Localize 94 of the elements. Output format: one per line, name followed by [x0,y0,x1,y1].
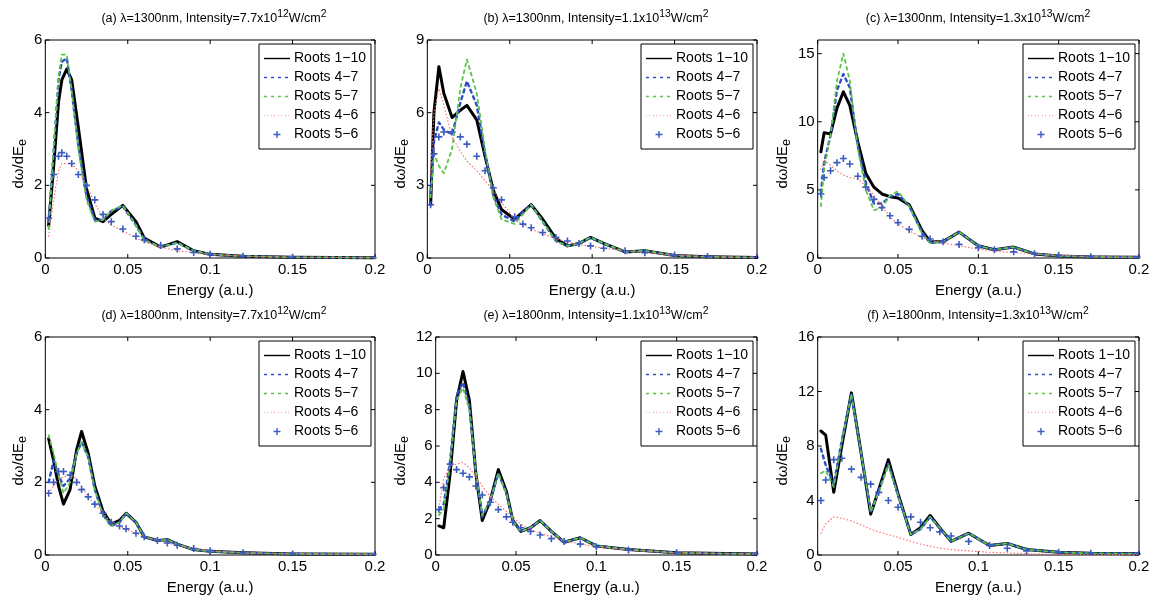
x-tick-label: 0.15 [277,557,308,575]
x-tick-label: 0.1 [585,557,607,575]
legend-label: Roots 1−10 [676,346,749,363]
legend-label: Roots 5−6 [1058,125,1123,142]
legend-label: Roots 5−7 [1058,87,1123,104]
x-tick-label: 0.05 [883,557,913,575]
legend-label: Roots 4−7 [676,68,741,85]
chart-title: (d) λ=1800nm, Intensity=7.7x10$^{12}$W/cm$^{2}$ [100,305,327,325]
x-tick-label: 0.2 [364,557,386,575]
x-tick-label: 0.05 [113,260,143,278]
x-tick-label: 0.1 [967,557,989,575]
y-tick-label: 8 [806,436,815,454]
x-axis-title: Energy (a.u.) [934,578,1022,596]
x-tick-label: 0.1 [581,260,603,278]
x-axis-title: Energy (a.u.) [548,281,636,299]
x-tick-label: 0.2 [746,260,768,278]
legend-label: Roots 4−6 [676,106,741,123]
x-tick-label: 0.1 [199,557,221,575]
legend-label: Roots 5−7 [294,87,359,104]
y-tick-label: 6 [416,102,425,120]
y-tick-label: 0 [806,248,815,266]
x-tick-label: 0.05 [113,557,143,575]
y-tick-label: 6 [34,30,43,48]
legend-label: Roots 4−7 [294,365,359,382]
y-tick-label: 12 [798,381,815,399]
y-tick-label: 10 [798,111,815,129]
y-tick-label: 12 [416,327,433,345]
x-tick-label: 0.05 [501,557,531,575]
y-tick-label: 2 [34,472,43,490]
legend-label: Roots 5−6 [676,422,741,439]
y-tick-label: 6 [424,436,433,454]
y-tick-label: 2 [34,175,43,193]
x-tick-label: 0.15 [662,557,692,575]
x-tick-label: 0.2 [746,557,768,575]
legend-label: Roots 4−7 [294,68,359,85]
legend-label: Roots 5−6 [676,125,741,142]
x-axis-title: Energy (a.u.) [552,578,640,596]
x-tick-label: 0.15 [1044,557,1074,575]
x-tick-label: 0.2 [1128,557,1150,575]
legend-label: Roots 1−10 [676,49,749,66]
y-tick-label: 4 [806,490,815,508]
legend-label: Roots 5−7 [676,384,741,401]
x-tick-label: 0.15 [659,260,690,278]
x-tick-label: 0.15 [277,260,308,278]
legend-label: Roots 4−7 [676,365,741,382]
y-tick-label: 0 [34,545,43,563]
y-tick-label: 0 [806,545,815,563]
legend-label: Roots 4−6 [676,403,741,420]
x-tick-label: 0.05 [495,260,525,278]
y-tick-label: 0 [416,248,425,266]
x-tick-label: 0.2 [364,260,386,278]
y-tick-label: 8 [424,399,433,417]
legend-label: Roots 1−10 [1058,49,1131,66]
chart-title: (c) λ=1300nm, Intensity=1.3x10$^{13}$W/cm$^{2}$ [864,8,1091,28]
y-tick-label: 0 [34,248,43,266]
legend-label: Roots 4−6 [1058,403,1123,420]
legend-label: Roots 5−7 [676,87,741,104]
legend-label: Roots 1−10 [294,346,367,363]
chart-title: (a) λ=1300nm, Intensity=7.7x10$^{12}$W/cm$^{2}$ [100,8,327,28]
x-tick-label: 0.1 [967,260,989,278]
y-tick-label: 6 [34,327,43,345]
y-tick-label: 10 [416,363,433,381]
legend-label: Roots 5−6 [294,125,359,142]
chart-title: (e) λ=1800nm, Intensity=1.1x10$^{13}$W/cm$^{2}$ [482,305,709,325]
y-tick-label: 2 [424,508,433,526]
y-tick-label: 0 [424,545,433,563]
x-tick-label: 0.1 [199,260,221,278]
legend-label: Roots 4−7 [1058,365,1123,382]
x-axis-title: Energy (a.u.) [166,578,254,596]
x-tick-label: 0.2 [1128,260,1150,278]
x-tick-label: 0.15 [1044,260,1074,278]
chart-title: (f) λ=1800nm, Intensity=1.3x10$^{13}$W/cm$^{2}$ [866,305,1089,325]
y-tick-label: 3 [416,175,425,193]
legend-label: Roots 5−6 [294,422,359,439]
legend-label: Roots 4−6 [294,403,359,420]
y-tick-label: 4 [34,102,43,120]
legend-label: Roots 4−6 [1058,106,1123,123]
legend-label: Roots 4−7 [1058,68,1123,85]
y-tick-label: 4 [424,472,433,490]
legend-label: Roots 5−7 [294,384,359,401]
y-tick-label: 15 [798,43,815,61]
x-axis-title: Energy (a.u.) [934,281,1022,299]
legend-label: Roots 1−10 [1058,346,1131,363]
y-tick-label: 9 [416,30,425,48]
x-axis-title: Energy (a.u.) [166,281,254,299]
legend-label: Roots 5−7 [1058,384,1123,401]
chart-title: (b) λ=1300nm, Intensity=1.1x10$^{13}$W/cm$^{2}$ [482,8,709,28]
legend-label: Roots 1−10 [294,49,367,66]
y-tick-label: 5 [806,180,815,198]
y-tick-label: 16 [798,327,815,345]
x-tick-label: 0.05 [883,260,913,278]
legend-label: Roots 5−6 [1058,422,1123,439]
legend-label: Roots 4−6 [294,106,359,123]
y-tick-label: 4 [34,399,43,417]
